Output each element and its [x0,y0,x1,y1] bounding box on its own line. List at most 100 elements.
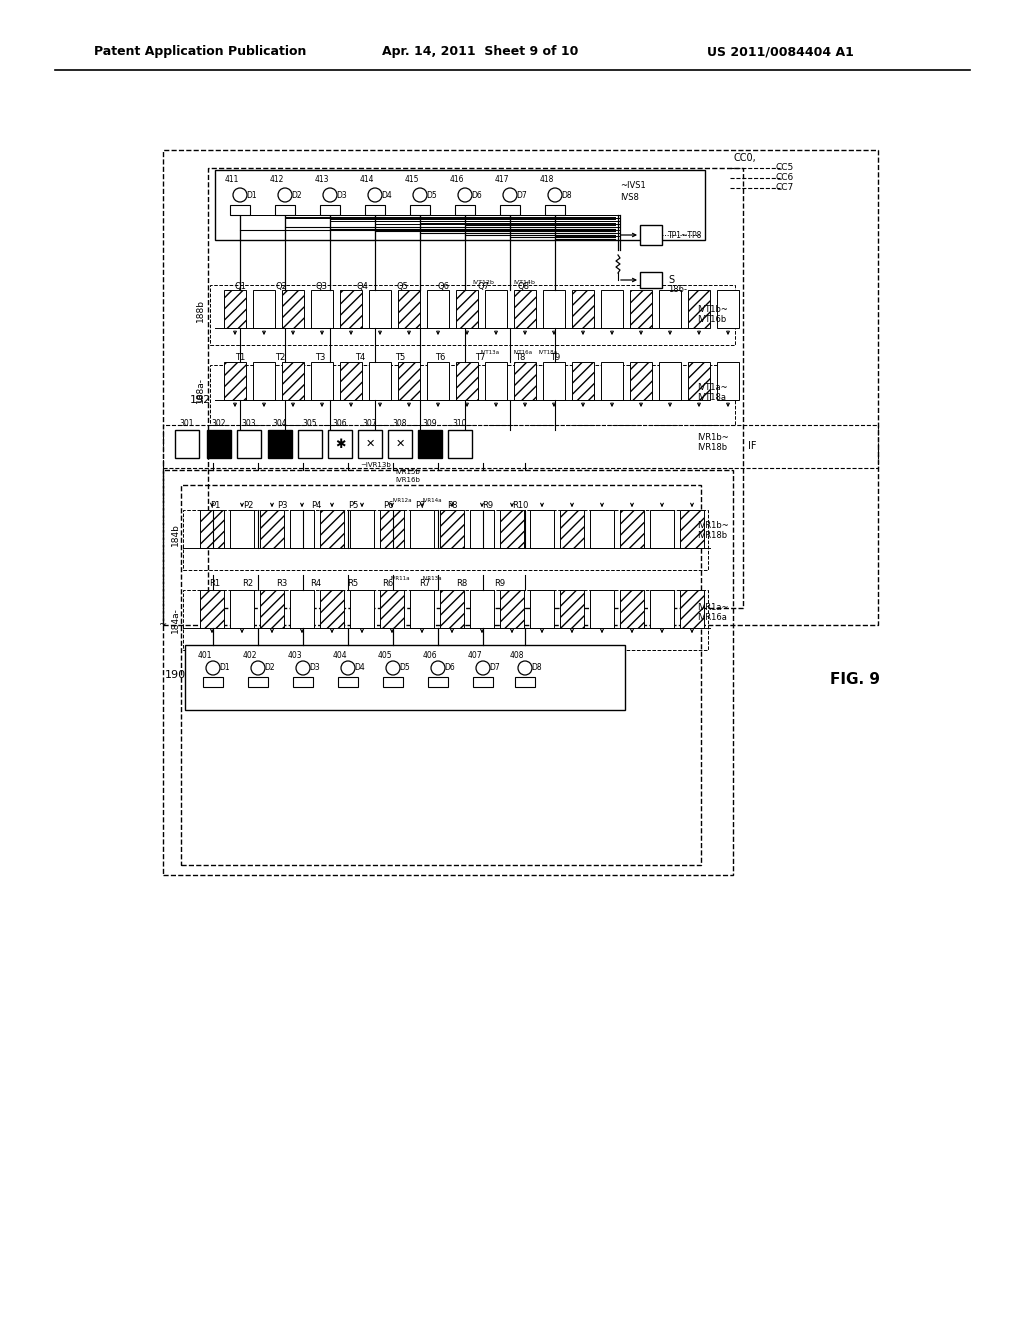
Text: FIG. 9: FIG. 9 [830,672,880,688]
Text: IVR12a: IVR12a [392,498,412,503]
Text: R6: R6 [382,578,393,587]
Bar [514,362,536,400]
Text: 307: 307 [362,418,377,428]
Text: TP1~TP8: TP1~TP8 [668,231,702,239]
Bar [163,150,878,624]
Text: P4: P4 [311,500,322,510]
Bar [428,677,449,686]
Bar [410,590,434,628]
Text: D6: D6 [471,190,481,199]
Bar [572,290,594,327]
Text: IVR16a: IVR16a [697,614,727,623]
Bar [473,677,493,686]
Text: ✕: ✕ [395,440,404,449]
Bar [601,362,623,400]
Text: D5: D5 [426,190,437,199]
Text: 407: 407 [468,651,482,660]
Text: CC7: CC7 [776,183,795,193]
Bar [290,510,314,548]
Text: 405: 405 [378,651,392,660]
Text: Q6: Q6 [437,282,449,292]
Text: ✕: ✕ [366,440,375,449]
Bar [640,224,662,246]
Bar [560,590,584,628]
Bar [365,205,385,215]
Text: D7: D7 [516,190,526,199]
Text: IVR1a~: IVR1a~ [697,603,728,612]
Bar [470,510,494,548]
Text: IVT16b: IVT16b [697,315,726,325]
Text: R9: R9 [482,500,494,510]
Text: 406: 406 [423,651,437,660]
Bar [215,170,705,240]
Text: T1: T1 [234,354,245,363]
Bar [717,362,739,400]
Text: T7: T7 [475,354,485,363]
Text: IVR1b~: IVR1b~ [697,433,729,442]
Bar [680,590,705,628]
Bar [380,590,404,628]
Bar [530,590,554,628]
Bar [350,510,374,548]
Bar [328,430,352,458]
Bar [500,510,524,548]
Bar [282,362,304,400]
Bar [311,290,333,327]
Bar [500,205,520,215]
Bar [163,470,733,875]
Text: 188a-: 188a- [196,378,205,403]
Text: T3: T3 [314,354,326,363]
Text: D3: D3 [336,190,347,199]
Bar [369,290,391,327]
Text: 303: 303 [242,418,256,428]
Text: 304: 304 [272,418,288,428]
Bar [253,290,275,327]
Text: ✱: ✱ [335,437,345,450]
Bar [175,430,199,458]
Bar [224,290,246,327]
Bar [410,205,430,215]
Text: R5: R5 [347,578,358,587]
Text: IVR11a: IVR11a [390,576,410,581]
Text: ~IVR13b: ~IVR13b [360,462,391,469]
Bar [485,290,507,327]
Text: IVR15b: IVR15b [395,469,421,475]
Text: T9: T9 [550,354,560,363]
Bar [449,430,472,458]
Text: D1: D1 [219,664,229,672]
Text: P1: P1 [210,500,220,510]
Bar [560,510,584,548]
Bar [659,362,681,400]
Text: 301: 301 [180,418,195,428]
Bar [456,362,478,400]
Text: IVT1a~: IVT1a~ [697,384,728,392]
Text: D5: D5 [399,664,410,672]
Bar [350,590,374,628]
Bar [338,677,358,686]
Text: S: S [668,275,674,285]
Bar [545,205,565,215]
Text: T5: T5 [395,354,406,363]
Text: IVT16a: IVT16a [513,351,532,355]
Bar [418,430,442,458]
Bar [275,205,295,215]
Bar [717,290,739,327]
Bar [388,430,412,458]
Text: 417: 417 [495,176,509,185]
Text: D6: D6 [444,664,455,672]
Bar [650,590,674,628]
Bar [456,290,478,327]
Text: 188b: 188b [196,298,205,322]
Bar [590,510,614,548]
Bar [210,366,735,425]
Bar [200,590,224,628]
Text: 414: 414 [359,176,374,185]
Text: IVT18a: IVT18a [539,351,557,355]
Bar [620,510,644,548]
Bar [680,510,705,548]
Bar [319,205,340,215]
Text: 415: 415 [404,176,419,185]
Text: IVT12b: IVT12b [472,280,494,285]
Text: 411: 411 [225,176,240,185]
Text: Q8: Q8 [518,282,530,292]
